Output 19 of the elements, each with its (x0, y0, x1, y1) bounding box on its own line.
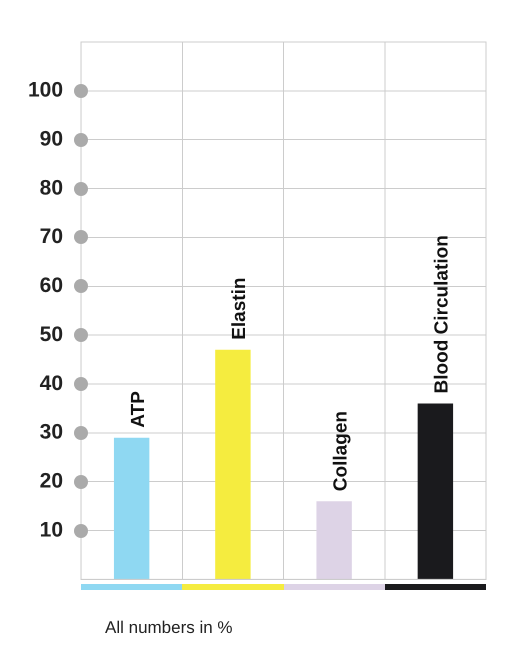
y-tick-label: 60 (40, 274, 64, 298)
x-tick-label: Collagen (330, 411, 352, 492)
bar (418, 404, 454, 580)
y-tick-label: 70 (40, 225, 64, 248)
y-tick-label: 100 (28, 78, 64, 102)
bar (114, 438, 150, 580)
y-tick-label: 20 (40, 469, 64, 492)
text: All numbers in % (105, 618, 233, 638)
x-tick-label: ATP (128, 390, 149, 428)
y-tick-label: 80 (40, 176, 64, 200)
y-tick-label: 40 (40, 372, 64, 395)
x-tick-label: Blood Circulation (432, 235, 453, 394)
y-tick-label: 90 (40, 128, 64, 151)
y-tick-label: 30 (40, 420, 64, 444)
bar (316, 501, 352, 580)
bar (215, 350, 251, 580)
y-tick-label: 50 (40, 322, 64, 346)
y-tick-label: 10 (40, 518, 64, 542)
x-tick-label: Elastin (229, 277, 250, 340)
